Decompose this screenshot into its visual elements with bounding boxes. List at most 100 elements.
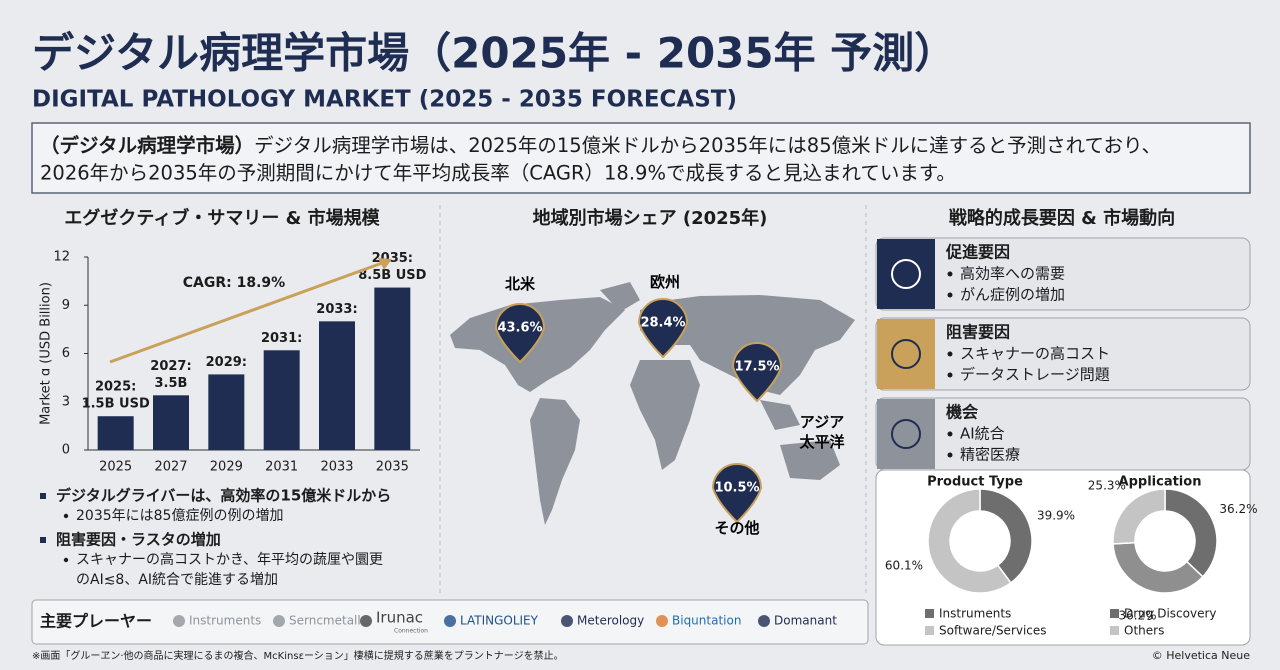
section-heading: エグゼクティブ・サマリー & 市場規模 [64, 207, 380, 229]
title: デジタル病理学市場（2025年 - 2035年 予測） [32, 29, 956, 78]
arrow-head [378, 258, 392, 270]
legend-label: Others [1124, 624, 1164, 638]
donut-segment [927, 488, 1012, 594]
icon-glyph [891, 419, 921, 449]
bar [319, 321, 355, 450]
x-tick-label: 2035 [376, 460, 409, 475]
player-name: Irunac [376, 609, 423, 627]
player-logo [758, 615, 770, 627]
donut-value: 36.2% [1118, 609, 1156, 623]
factor-box [875, 237, 1251, 311]
y-tick-label: 0 [62, 443, 70, 458]
region-value: 17.5% [734, 360, 779, 375]
factor-item: 精密医療 [960, 446, 1020, 464]
legend-swatch [925, 626, 934, 635]
bullet [40, 493, 46, 499]
player-logo [656, 615, 668, 627]
bar [153, 395, 189, 450]
bar-annotation: 2027: [150, 359, 191, 374]
donut-title: Application [1119, 475, 1202, 490]
bullet [63, 513, 69, 519]
bar [263, 350, 300, 450]
player-name: Domanant [774, 614, 837, 628]
legend-swatch [925, 609, 934, 618]
donut-segment [1164, 488, 1218, 578]
factor-item: AI統合 [960, 425, 1005, 443]
bullet-text: 阻害要因・ラスタの増加 [56, 531, 221, 549]
factor-box [875, 317, 1251, 391]
bullet-text: 2035年には85億症例の例の増加 [76, 508, 283, 524]
donut-segment [1112, 488, 1166, 545]
factor-title: 阻害要因 [946, 323, 1010, 342]
bar-annotation: 2029: [206, 355, 247, 370]
factor-item: がん症例の増加 [960, 286, 1065, 304]
x-tick-label: 2029 [210, 460, 243, 475]
section-heading: 地域別市場シェア (2025年) [533, 207, 768, 229]
bullet-text: デジタルグライバーは、高効率の15億米ドルから [56, 487, 391, 505]
summary-line: （デジタル病理学市場）デジタル病理学市場は、2025年の15億米ドルから2035… [40, 134, 1161, 157]
bullet [947, 452, 953, 458]
region-label: その他 [714, 519, 760, 537]
factor-icon [877, 239, 935, 309]
player-logo [173, 615, 185, 627]
players-label: 主要プレーヤー [40, 612, 152, 631]
bullet [947, 431, 953, 437]
bar-annotation: 2033: [316, 302, 357, 317]
factor-item: スキャナーの高コスト [960, 345, 1110, 363]
bullet [40, 537, 46, 543]
player-logo [444, 615, 456, 627]
section-heading: 戦略的成長要因 & 市場動向 [949, 207, 1175, 229]
region-value: 28.4% [640, 316, 685, 331]
region-label: 北米 [504, 275, 535, 293]
bar-annotation: 2031: [261, 331, 302, 346]
player-name: LATINGOLIEY [460, 614, 539, 628]
subtitle: DIGITAL PATHOLOGY MARKET (2025 - 2035 FO… [32, 87, 737, 113]
legend-label: Drug Discovery [1124, 607, 1217, 621]
trend-arrow [109, 260, 386, 364]
factor-icon [877, 319, 935, 389]
player-name: Serncmetall [289, 614, 361, 628]
world-map [450, 282, 855, 525]
donut-value: 60.1% [885, 558, 923, 572]
bar [374, 287, 411, 450]
bullet-text: のAI≲8、AI統合で能進する増加 [76, 572, 278, 588]
factor-title: 機会 [946, 403, 978, 422]
region-pin [711, 463, 763, 524]
y-tick-label: 6 [62, 346, 70, 361]
x-tick-label: 2031 [265, 460, 298, 475]
bullet [947, 351, 953, 357]
bullet-text: スキャナーの高コストかき、年平均の蔬厘や圜更 [76, 551, 383, 568]
donut-value: 39.9% [1037, 509, 1075, 523]
player-logo [360, 615, 372, 627]
region-label: アジア太平洋 [799, 413, 845, 451]
legend-label: Instruments [939, 607, 1011, 621]
donut-value: 36.2% [1219, 502, 1257, 516]
y-tick-label: 12 [53, 250, 70, 265]
x-tick-label: 2025 [99, 460, 132, 475]
footnote: ※画面「グルーヱン·他の商品に実理にるまの複合、McKinsεーション」棲横に提… [32, 649, 564, 662]
legend-swatch [1110, 609, 1119, 618]
region-pin [637, 298, 689, 359]
factor-item: データストレージ問題 [960, 366, 1110, 384]
y-tick-label: 9 [62, 298, 70, 313]
player-sub: Connection [394, 628, 428, 635]
summary-lead: （デジタル病理学市場） [40, 134, 254, 157]
player-logo [561, 615, 573, 627]
y-axis-label: Market ɑ (USD Billion) [39, 282, 54, 425]
bar-annotation: 3.5B [155, 376, 188, 391]
factor-item: 高効率への需要 [960, 265, 1065, 283]
region-label: 欧州 [649, 273, 680, 291]
player-name: Biquntation [672, 614, 741, 628]
donut-title: Product Type [927, 475, 1023, 490]
summary-box [31, 122, 1251, 194]
summary-text: デジタル病理学市場は、2025年の15億米ドルから2035年には85億米ドルに達… [254, 134, 1161, 157]
region-value: 43.6% [497, 321, 542, 336]
factor-icon [877, 399, 935, 469]
region-pin [731, 342, 783, 403]
bullet [947, 372, 953, 378]
legend-swatch [1110, 626, 1119, 635]
bullet [947, 271, 953, 277]
credit: © Helvetica Neue [1152, 649, 1250, 662]
trend-label: CAGR: 18.9% [183, 275, 285, 291]
